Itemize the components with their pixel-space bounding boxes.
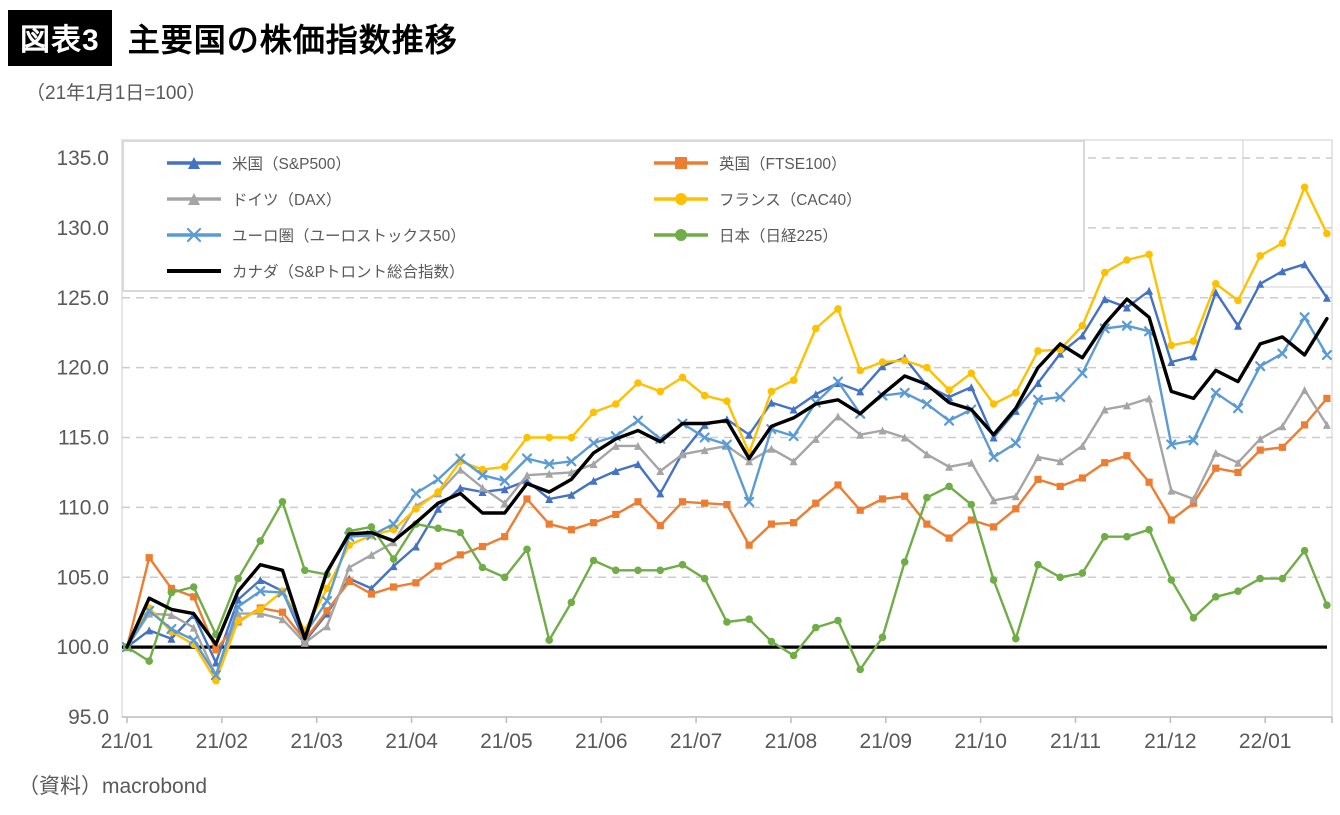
svg-text:120.0: 120.0 [56,357,109,380]
legend-item: フランス（CAC40） [653,188,1083,210]
legend-marker-icon [654,157,708,169]
svg-text:21/03: 21/03 [290,730,343,753]
svg-text:21/04: 21/04 [385,730,438,753]
svg-text:21/12: 21/12 [1144,730,1197,753]
figure-number-badge: 図表3 [8,10,112,66]
chart-subtitle: （21年1月1日=100） [26,83,207,104]
svg-text:110.0: 110.0 [58,496,109,519]
legend-item: ドイツ（DAX） [166,188,653,210]
svg-text:21/02: 21/02 [196,730,249,753]
page-title: 主要国の株価指数推移 [127,22,458,58]
x-axis-labels: 21/01 21/02 21/03 21/04 21/05 21/06 21/07 21/08… [101,730,1292,753]
svg-text:21/06: 21/06 [575,730,628,753]
chart-legend: 米国（S&P500） 英国（FTSE100） ドイツ（DAX） フランス（CAC… [122,140,1085,292]
legend-label: ユーロ圏（ユーロストックス50） [232,228,466,245]
legend-marker-icon [654,193,708,205]
x-axis [122,716,1333,723]
svg-text:21/11: 21/11 [1050,730,1101,753]
legend-item: 英国（FTSE100） [653,152,1083,174]
svg-text:21/10: 21/10 [954,730,1007,753]
svg-text:21/05: 21/05 [480,730,533,753]
svg-text:21/08: 21/08 [765,730,818,753]
legend-label: 日本（日経225） [719,228,838,245]
legend-label: フランス（CAC40） [719,192,862,209]
legend-label: ドイツ（DAX） [232,192,342,209]
svg-text:135.0: 135.0 [56,147,109,170]
legend-item: ユーロ圏（ユーロストックス50） [166,224,653,246]
svg-text:115.0: 115.0 [58,427,109,450]
svg-text:125.0: 125.0 [56,287,109,310]
legend-marker-icon [167,193,221,205]
legend-label: 英国（FTSE100） [719,156,847,173]
legend-item: 日本（日経225） [653,224,1083,246]
chart-header: 図表3 主要国の株価指数推移 [8,10,458,66]
svg-text:95.0: 95.0 [68,706,109,729]
y-axis-labels: 135.0 130.0 125.0 120.0 115.0 110.0 105.0 100.0… [56,147,109,729]
legend-item: 米国（S&P500） [166,152,653,174]
series-6 [125,297,1329,649]
legend-marker-icon [167,227,221,243]
legend-marker-icon [167,269,221,273]
source-note: （資料）macrobond [18,775,208,798]
legend-marker-icon [167,157,221,169]
series-1 [123,394,1331,654]
svg-text:100.0: 100.0 [56,636,109,659]
svg-text:22/01: 22/01 [1239,730,1292,753]
svg-text:105.0: 105.0 [56,566,109,589]
legend-label: 米国（S&P500） [232,156,351,173]
svg-text:21/09: 21/09 [860,730,913,753]
svg-text:21/01: 21/01 [101,730,154,753]
legend-label: カナダ（S&Pトロント総合指数） [232,264,465,281]
svg-text:21/07: 21/07 [670,730,723,753]
svg-text:130.0: 130.0 [56,217,109,240]
legend-marker-icon [654,229,708,241]
legend-item: カナダ（S&Pトロント総合指数） [166,260,653,282]
